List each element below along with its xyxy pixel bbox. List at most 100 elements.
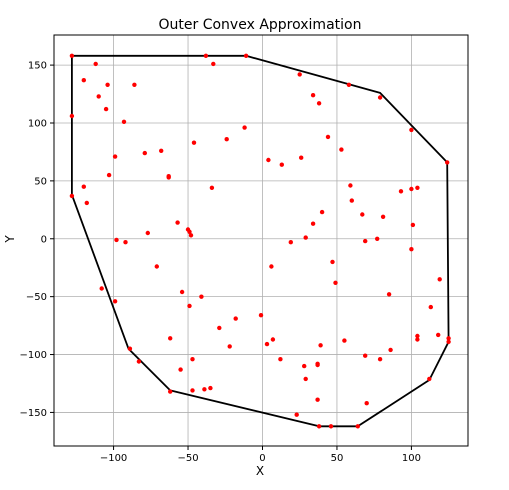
scatter-point [187, 229, 192, 234]
scatter-point [279, 162, 284, 167]
scatter-point [363, 353, 368, 358]
scatter-point [69, 53, 75, 58]
scatter-point [187, 303, 192, 309]
scatter-point [112, 299, 118, 304]
scatter-point [310, 93, 316, 98]
chart-title: Outer Convex Approximation [159, 17, 362, 33]
x-tick-label: 0 [259, 453, 265, 464]
scatter-point [388, 347, 393, 353]
y-tick-label: 50 [34, 176, 47, 187]
scatter-point [103, 106, 109, 112]
scatter-point [380, 214, 386, 219]
hull-line [71, 54, 450, 428]
y-tick-label: −100 [20, 350, 47, 361]
scatter-point [375, 236, 380, 241]
scatter-point [319, 209, 325, 215]
scatter-point [346, 82, 352, 88]
scatter-point [127, 346, 133, 351]
scatter-point [303, 235, 308, 240]
scatter-point [288, 240, 293, 245]
scatter-point [136, 359, 142, 364]
scatter-point [377, 95, 383, 100]
scatter-point [123, 240, 128, 245]
scatter-point [233, 316, 238, 321]
x-axis-label: X [256, 464, 264, 478]
plot-frame [53, 34, 469, 447]
scatter-point [69, 193, 75, 199]
scatter-point [386, 292, 392, 297]
scatter-point [188, 233, 194, 238]
scatter-point [142, 150, 147, 156]
scatter-point [315, 361, 320, 366]
y-axis-label: Y [3, 235, 17, 244]
scatter-point [363, 238, 368, 244]
y-tick-label: −150 [20, 408, 47, 419]
scatter-point [190, 388, 195, 393]
scatter-point [96, 94, 101, 99]
scatter-point [168, 336, 173, 341]
scatter-point [121, 119, 127, 125]
scatter-point [224, 137, 229, 142]
scatter-point [99, 286, 104, 291]
scatter-point [299, 155, 304, 160]
scatter-point [302, 363, 307, 369]
y-ticks: −150 −100 −50 0 50 100 150 [20, 61, 54, 419]
scatter-point [437, 277, 442, 282]
scatter-point [145, 230, 150, 236]
scatter-point [81, 78, 87, 83]
scatter-point [209, 185, 215, 190]
x-ticks: −100 −50 0 50 100 [100, 446, 421, 464]
scatter-point [114, 237, 119, 243]
x-tick-label: 50 [331, 453, 344, 464]
scatter-point [409, 127, 414, 133]
scatter-point [316, 101, 322, 106]
scatter-point [190, 357, 195, 362]
scatter-point [211, 61, 216, 67]
scatter-point [446, 336, 451, 341]
scatter-point [428, 304, 433, 310]
scatter-point [377, 357, 383, 362]
scatter-point [297, 72, 302, 77]
scatter-point [415, 333, 420, 339]
scatter-point [398, 189, 404, 194]
scatter-point [179, 289, 185, 295]
scatter-point [266, 157, 271, 163]
scatter-point [81, 184, 87, 189]
scatter-point [106, 172, 112, 178]
scatter-point [355, 424, 360, 429]
x-tick-label: −100 [100, 453, 127, 464]
scatter-point [446, 339, 451, 344]
scatter-point [409, 247, 414, 252]
scatter-point [168, 389, 173, 394]
scatter-point [258, 313, 264, 318]
scatter-point [409, 186, 414, 192]
scatter-point [93, 61, 98, 67]
scatter-point [415, 185, 420, 190]
scatter-point [427, 376, 432, 382]
scatter-point [339, 147, 344, 152]
scatter-points [69, 53, 451, 429]
scatter-point [132, 82, 137, 88]
scatter-point [154, 264, 159, 269]
scatter-point [227, 344, 232, 349]
scatter-point [310, 221, 316, 226]
scatter-point [348, 183, 353, 188]
scatter-point [178, 367, 183, 372]
scatter-point [217, 325, 222, 331]
scatter-point [325, 134, 331, 140]
scatter-point [264, 341, 270, 347]
y-tick-label: −50 [26, 292, 47, 303]
y-tick-label: 150 [28, 61, 47, 72]
scatter-point [349, 198, 354, 203]
x-tick-label: 100 [402, 453, 421, 464]
scatter-point [328, 424, 334, 429]
scatter-point [360, 212, 365, 217]
scatter-point [410, 222, 416, 228]
scatter-point [330, 259, 335, 265]
scatter-point [159, 148, 164, 153]
scatter-point [112, 154, 118, 159]
x-tick-label: −50 [177, 453, 198, 464]
scatter-point [208, 385, 213, 391]
scatter-point [242, 125, 247, 130]
